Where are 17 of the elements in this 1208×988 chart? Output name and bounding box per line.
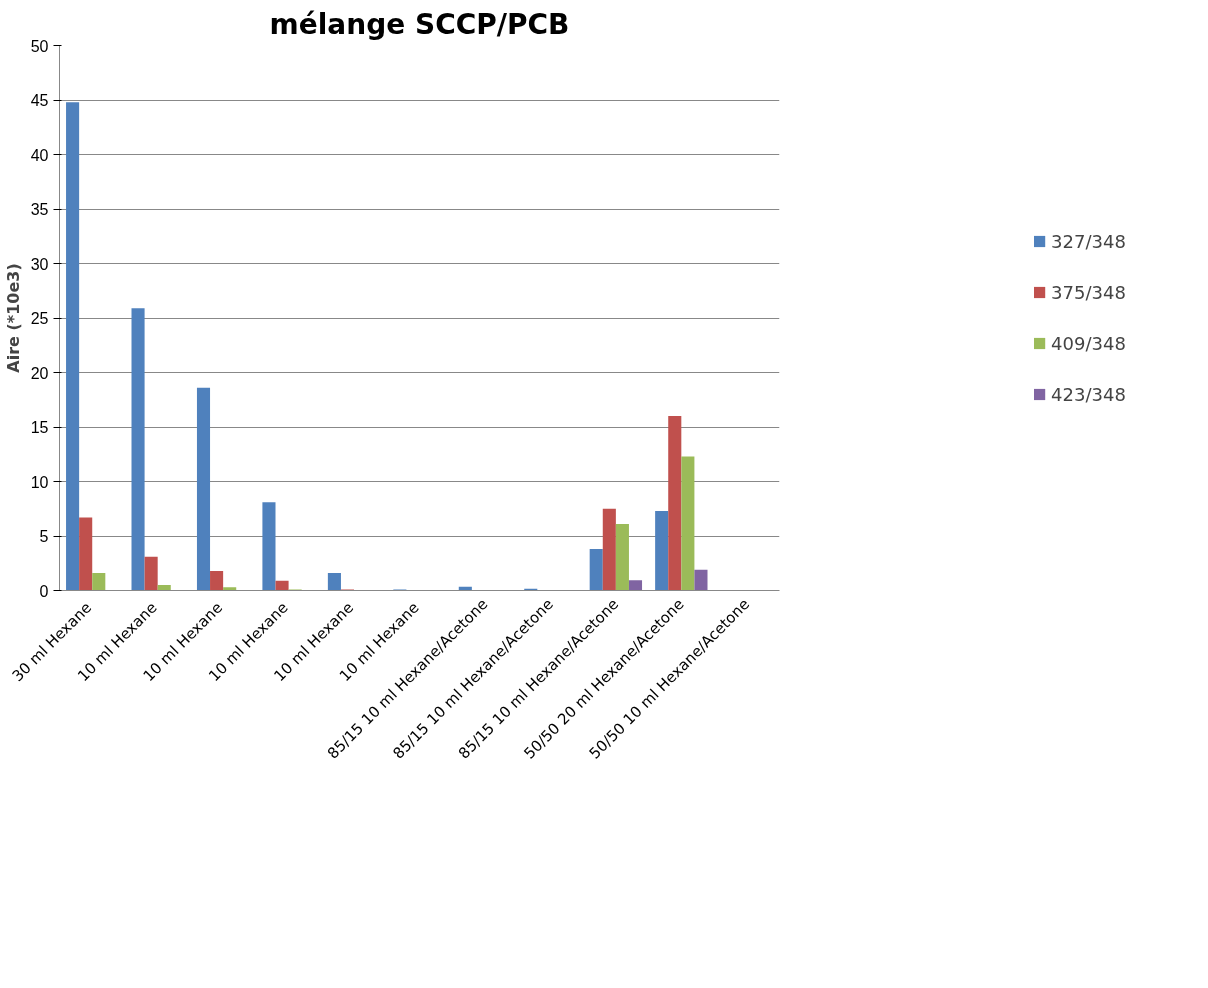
- chart-title: mélange SCCP/PCB: [269, 7, 570, 41]
- y-tick-label: 35: [30, 201, 49, 218]
- legend-label: 409/348: [1051, 332, 1126, 354]
- y-tick-label: 15: [30, 419, 49, 436]
- legend-label: 375/348: [1051, 281, 1126, 303]
- y-axis-title: Aire (*10e3): [3, 263, 23, 373]
- y-tick-label: 10: [30, 473, 49, 491]
- y-tick-label: 5: [39, 528, 49, 545]
- y-tick-label: 0: [39, 582, 49, 600]
- y-tick-label: 50: [30, 37, 49, 55]
- y-tick-label: 45: [30, 92, 49, 109]
- y-tick-label: 20: [30, 364, 49, 382]
- legend-label: 423/348: [1051, 383, 1126, 405]
- y-tick-label: 40: [30, 146, 49, 164]
- y-tick-label: 30: [30, 255, 49, 273]
- y-tick-label: 25: [30, 310, 49, 327]
- legend-label: 327/348: [1051, 230, 1126, 252]
